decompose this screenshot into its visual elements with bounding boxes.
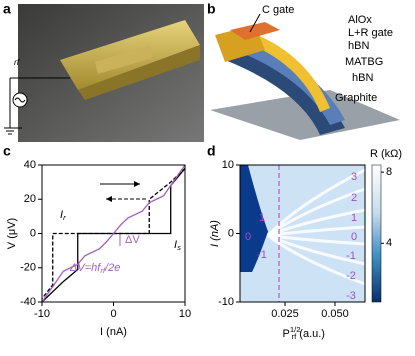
step-label: -1 bbox=[346, 250, 356, 262]
x-axis-label-sup: 1/2 bbox=[290, 325, 301, 334]
annotation-main: ΔV=hf bbox=[69, 262, 101, 274]
panel-label: d bbox=[207, 143, 216, 159]
source-label: rf bbox=[14, 57, 21, 67]
annotation-sub: r bbox=[63, 213, 66, 222]
plot-frame bbox=[239, 164, 366, 303]
sweep-arrow-head bbox=[134, 181, 140, 187]
y-tick-label: -10 bbox=[218, 296, 234, 308]
y-tick-label: 0 bbox=[30, 227, 36, 239]
x-axis-label-tail: (a.u.) bbox=[296, 328, 325, 340]
heatmap-feature bbox=[267, 234, 366, 246]
layer-label: C gate bbox=[262, 4, 294, 16]
layer-label: Graphite bbox=[335, 92, 377, 104]
heatmap-feature bbox=[267, 225, 366, 237]
layer-label: hBN bbox=[352, 72, 373, 84]
y-tick-label: 40 bbox=[24, 159, 36, 171]
colorbar-tick-label: 4 bbox=[386, 237, 392, 249]
source-label-sub: rf bbox=[14, 57, 21, 67]
y-tick-label: 10 bbox=[222, 159, 234, 171]
sweep-arrow-head bbox=[106, 196, 112, 202]
annotation-main: I bbox=[174, 239, 177, 251]
sem-image bbox=[4, 4, 204, 142]
device-schematic bbox=[210, 13, 400, 140]
series-line bbox=[41, 167, 186, 299]
step-label: 1 bbox=[351, 212, 357, 224]
heatmap-low-region bbox=[240, 165, 268, 272]
annotation: ΔV=hfrf/2e bbox=[69, 262, 120, 275]
panel-label: b bbox=[207, 1, 216, 17]
y-tick-label: -20 bbox=[20, 262, 36, 274]
annotation-sub: s bbox=[177, 243, 181, 252]
layer-label: AlOx bbox=[348, 14, 372, 26]
colorbar-tick-label: 8 bbox=[386, 166, 392, 178]
annotation-sub: rf bbox=[100, 266, 106, 275]
heatmap-feature bbox=[266, 168, 366, 237]
step-label: 2 bbox=[351, 192, 357, 204]
x-axis-label-main: P bbox=[283, 328, 290, 340]
panel-label: a bbox=[3, 1, 11, 17]
annotation-main: ΔV bbox=[125, 234, 140, 246]
step-label: 0 bbox=[351, 231, 357, 243]
x-tick-label: 0.025 bbox=[271, 308, 299, 320]
x-tick-label: 0 bbox=[110, 308, 116, 320]
layer-label: L+R gate bbox=[348, 27, 393, 39]
step-label: 3 bbox=[351, 171, 357, 183]
heatmap-feature bbox=[267, 234, 366, 286]
annotation-tail: /2e bbox=[104, 262, 120, 274]
y-tick-label: 0 bbox=[228, 227, 234, 239]
plot-frame bbox=[41, 164, 186, 303]
annotation: Ir bbox=[60, 209, 66, 222]
step-label: 0 bbox=[245, 231, 251, 243]
layer-label: hBN bbox=[348, 40, 369, 52]
x-axis-label: P1/2 rf (a.u.) bbox=[283, 325, 325, 341]
panel-label: c bbox=[3, 143, 11, 159]
heatmap-feature bbox=[267, 187, 366, 237]
x-tick-label: 10 bbox=[179, 308, 191, 320]
step-label: -1 bbox=[257, 249, 267, 261]
x-axis-label-sub: rf bbox=[292, 332, 298, 341]
step-label: -3 bbox=[346, 290, 356, 302]
x-axis-label: I (nA) bbox=[100, 326, 127, 338]
heatmap-feature bbox=[267, 234, 366, 266]
layer-label: MATBG bbox=[345, 56, 383, 68]
step-label: -2 bbox=[346, 270, 356, 282]
series-line bbox=[41, 164, 186, 303]
x-tick-label: -10 bbox=[34, 308, 50, 320]
colorbar bbox=[371, 164, 382, 303]
series-line bbox=[41, 168, 186, 303]
y-axis-label: V (μV) bbox=[6, 218, 18, 249]
annotation: Is bbox=[174, 239, 181, 252]
step-label: 1 bbox=[259, 212, 265, 224]
annotation: ΔV bbox=[125, 234, 140, 246]
y-tick-label: 20 bbox=[24, 193, 36, 205]
annotation-main: I bbox=[60, 209, 63, 221]
y-axis-label: I (nA) bbox=[209, 220, 221, 247]
heatmap-feature bbox=[267, 208, 366, 237]
colorbar-label: R (kΩ) bbox=[370, 148, 402, 160]
x-tick-label: 0.050 bbox=[321, 308, 349, 320]
y-tick-label: -40 bbox=[20, 296, 36, 308]
